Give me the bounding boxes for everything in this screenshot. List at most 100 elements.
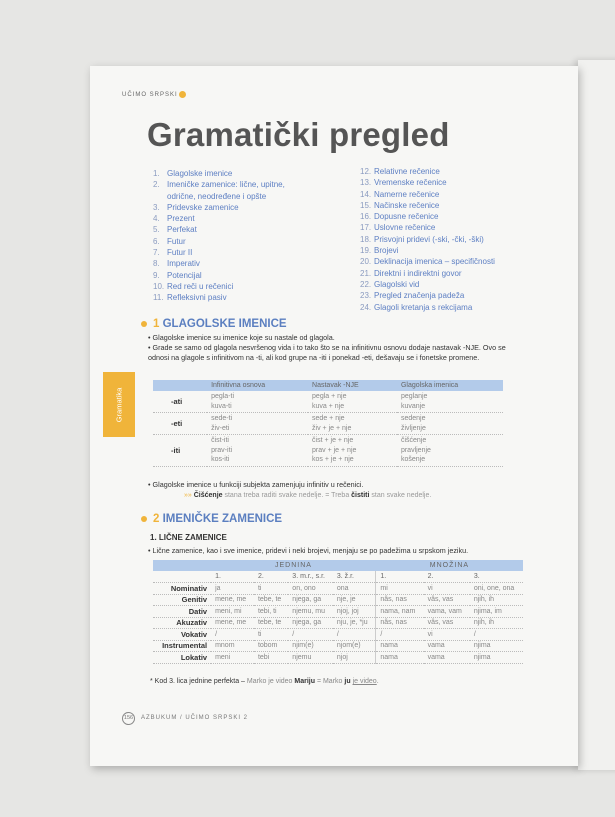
- table-cell: sede + nje živ + je + nje: [308, 412, 397, 435]
- table-cell: on, ono: [288, 582, 333, 595]
- toc-number: 19.: [360, 246, 372, 256]
- toc-number: 24.: [360, 302, 372, 312]
- footnote: * Kod 3. lica jednine perfekta – Marko j…: [150, 678, 379, 685]
- table-cell: mene, me: [211, 594, 254, 606]
- toc-label: Relativne rečenice: [374, 167, 440, 176]
- table-row: Instrumental mnom tobom njim(e) njom(e) nama v…: [153, 640, 523, 652]
- toc-item[interactable]: 1. Glagolske imenice: [153, 168, 333, 179]
- table-cell: nama, nam: [375, 605, 424, 618]
- toc-item[interactable]: 8. Imperativ: [153, 258, 333, 269]
- toc-item[interactable]: 20. Deklinacija imenica – specifičnosti: [360, 256, 540, 267]
- toc-label: Namerne rečenice: [374, 189, 440, 199]
- toc-label: Refleksivni pasiv: [167, 293, 227, 303]
- table-cell: nâs, nas: [375, 594, 424, 606]
- toc-right: 12. Relativne rečenice 13. Vremenske rečeni…: [360, 166, 540, 313]
- toc-item[interactable]: 7. Futur II: [153, 247, 333, 258]
- table-row: Lokativ meni tebi njemu njoj nama vama njima: [153, 651, 523, 664]
- toc-item[interactable]: 2. Imeničke zamenice: lične, upitne,: [153, 179, 333, 190]
- table-cell: /: [332, 628, 376, 641]
- toc-number: 13.: [360, 178, 372, 188]
- table-cell: vama: [423, 640, 470, 652]
- toc-item[interactable]: 21. Direktni i indirektni govor: [360, 268, 540, 279]
- table-cell: sedenje življenje: [396, 412, 503, 435]
- group-header-row: JEDNINA MNOŽINA: [153, 560, 523, 571]
- toc-item[interactable]: 17. Uslovne rečenice: [360, 222, 540, 233]
- toc-number: 2.: [153, 180, 160, 190]
- section-1-text: • Glagolske imenice su imenice koje su n…: [148, 333, 518, 363]
- table-cell: /: [375, 628, 424, 641]
- toc-number: 6.: [153, 236, 160, 246]
- bullet-dot-icon: [141, 320, 147, 327]
- toc-item[interactable]: odrične, neodređene i opšte: [153, 191, 333, 202]
- table-cell: oni, one, ona: [469, 582, 523, 595]
- toc-item[interactable]: 10. Red reči u rečenici: [153, 281, 333, 292]
- table-cell: /: [211, 628, 254, 641]
- column-header: 1.: [375, 571, 424, 583]
- example-line: »» Čišćenje stana treba raditi svake ned…: [184, 492, 432, 499]
- table-cell: ona: [332, 582, 376, 595]
- table-cell: /: [288, 628, 333, 641]
- toc-number: 21.: [360, 268, 372, 278]
- table-cell: /: [469, 628, 523, 641]
- table-row: -iti čist-iti prav-iti kos-iti čist + je +…: [153, 434, 503, 467]
- table-cell: pegla + nje kuva + nje: [308, 391, 397, 413]
- toc-number: 4.: [153, 214, 160, 224]
- table-cell: čist + je + nje prav + je + nje kos + je…: [308, 434, 397, 467]
- toc-item[interactable]: 3. Pridevske zamenice: [153, 202, 333, 213]
- table-cell: njemu, mu: [288, 605, 333, 618]
- toc-item[interactable]: 11. Refleksivni pasiv: [153, 292, 333, 303]
- toc-item[interactable]: 24. Glagoli kretanja s rekcijama: [360, 302, 540, 313]
- toc-label: Brojevi: [374, 246, 399, 256]
- table-cell: nama: [375, 640, 424, 652]
- toc-item[interactable]: 19. Brojevi: [360, 245, 540, 256]
- toc-item[interactable]: 4. Prezent: [153, 213, 333, 224]
- toc-label: Uslovne rečenice: [374, 223, 436, 233]
- table-cell: čist-iti prav-iti kos-iti: [207, 434, 309, 467]
- table-cell: njima: [469, 651, 523, 664]
- table-cell: pegla-ti kuva-ti: [207, 391, 309, 413]
- toc-item[interactable]: 16. Dopusne rečenice: [360, 211, 540, 222]
- sub-header-row: 1. 2. 3. m.r., s.r. 3. ž.r. 1. 2. 3.: [153, 571, 523, 583]
- toc-item[interactable]: 13. Vremenske rečenice: [360, 177, 540, 188]
- table-row: Vokativ / ti / / / vi /: [153, 628, 523, 641]
- toc-item[interactable]: 18. Prisvojni pridevi (-ski, -čki, -ški): [360, 234, 540, 245]
- case-label: Nominativ: [153, 582, 212, 595]
- page-number: 156: [122, 712, 135, 725]
- toc-item[interactable]: 5. Perfekat: [153, 224, 333, 235]
- facing-page: [578, 60, 615, 770]
- table-cell: tebe, te: [253, 617, 289, 629]
- column-header: 3. m.r., s.r.: [288, 571, 333, 583]
- toc-item[interactable]: 9. Potencijal: [153, 270, 333, 281]
- table-cell: nâs, nas: [375, 617, 424, 629]
- toc-label: Deklinacija imenica – specifičnosti: [374, 257, 495, 267]
- column-header: 2.: [423, 571, 470, 583]
- table-cell: mnom: [211, 640, 254, 652]
- case-label: Lokativ: [153, 651, 212, 664]
- row-label: -eti: [153, 412, 208, 435]
- table-cell: nju, je, *ju: [332, 617, 376, 629]
- column-header: 3.: [469, 571, 523, 583]
- toc-item[interactable]: 6. Futur: [153, 236, 333, 247]
- toc-item[interactable]: 14. Namerne rečenice: [360, 189, 540, 200]
- table-cell: ti: [253, 628, 289, 641]
- table-row: -eti sede-ti živ-eti sede + nje živ + je +…: [153, 412, 503, 435]
- column-header: Glagolska imenica: [396, 380, 503, 391]
- toc-label: Pridevske zamenice: [167, 202, 239, 212]
- toc-number: 9.: [153, 270, 160, 280]
- glagolske-imenice-table: Infinitivna osnova Nastavak -NJE Glagolska…: [153, 380, 503, 467]
- toc-item[interactable]: 12. Relativne rečenice: [360, 166, 540, 177]
- table-cell: peglanje kuvanje: [396, 391, 503, 413]
- toc-number: 18.: [360, 234, 372, 244]
- toc-label: Prezent: [167, 214, 195, 224]
- toc-label: Perfekat: [167, 225, 197, 235]
- toc-number: 8.: [153, 259, 160, 269]
- licne-zamenice-table: JEDNINA MNOŽINA 1. 2. 3. m.r., s.r. 3. ž.r. 1.…: [153, 560, 523, 664]
- table-cell: vi: [423, 628, 470, 641]
- column-header: Nastavak -NJE: [308, 380, 397, 391]
- table-cell: njom(e): [332, 640, 376, 652]
- toc-item[interactable]: 23. Pregled značenja padeža: [360, 290, 540, 301]
- table-cell: meni, mi: [211, 605, 254, 618]
- toc-item[interactable]: 22. Glagolski vid: [360, 279, 540, 290]
- case-label: Vokativ: [153, 628, 212, 641]
- toc-item[interactable]: 15. Načinske rečenice: [360, 200, 540, 211]
